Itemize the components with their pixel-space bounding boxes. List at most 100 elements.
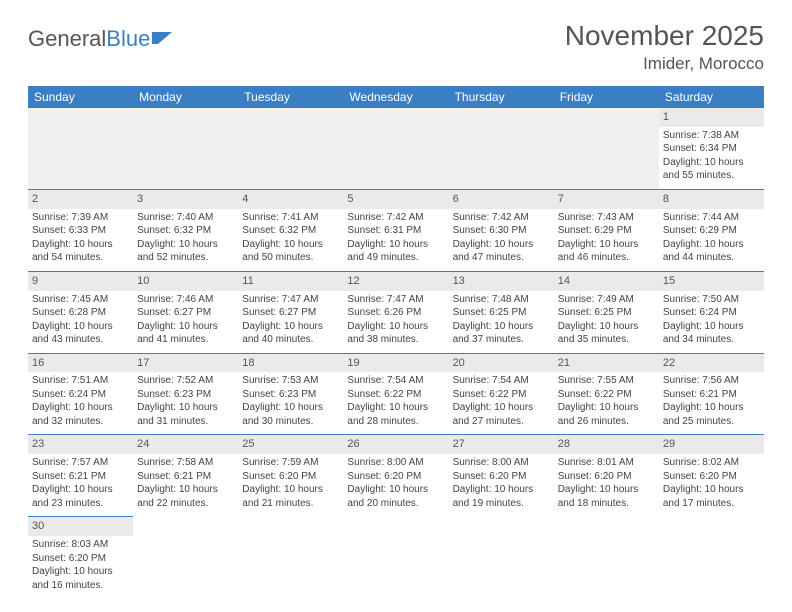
day-details: Sunrise: 7:38 AMSunset: 6:34 PMDaylight:… [663,129,760,183]
day-details: Sunrise: 7:42 AMSunset: 6:31 PMDaylight:… [347,211,444,265]
day-number: 26 [343,435,448,454]
day-header: Monday [133,86,238,108]
sunset-text: Sunset: 6:31 PM [347,224,444,238]
day-number: 13 [449,272,554,291]
day-number: 18 [238,354,343,373]
sunset-text: Sunset: 6:25 PM [558,306,655,320]
sunset-text: Sunset: 6:21 PM [32,470,129,484]
daylight-text: Daylight: 10 hours and 22 minutes. [137,483,234,510]
sunset-text: Sunset: 6:29 PM [663,224,760,238]
month-title: November 2025 [565,20,764,52]
sunrise-text: Sunrise: 7:59 AM [242,456,339,470]
sunrise-text: Sunrise: 7:40 AM [137,211,234,225]
sunrise-text: Sunrise: 7:52 AM [137,374,234,388]
daylight-text: Daylight: 10 hours and 31 minutes. [137,401,234,428]
day-number: 17 [133,354,238,373]
sunrise-text: Sunrise: 8:03 AM [32,538,129,552]
calendar-cell [449,517,554,598]
daylight-text: Daylight: 10 hours and 28 minutes. [347,401,444,428]
day-details: Sunrise: 7:47 AMSunset: 6:27 PMDaylight:… [242,293,339,347]
sunset-text: Sunset: 6:22 PM [453,388,550,402]
day-details: Sunrise: 7:42 AMSunset: 6:30 PMDaylight:… [453,211,550,265]
day-details: Sunrise: 7:55 AMSunset: 6:22 PMDaylight:… [558,374,655,428]
sunset-text: Sunset: 6:20 PM [347,470,444,484]
calendar-week: 16Sunrise: 7:51 AMSunset: 6:24 PMDayligh… [28,353,764,435]
location: Imider, Morocco [565,54,764,74]
sunset-text: Sunset: 6:20 PM [663,470,760,484]
sunrise-text: Sunrise: 7:56 AM [663,374,760,388]
calendar-cell: 23Sunrise: 7:57 AMSunset: 6:21 PMDayligh… [28,435,133,517]
calendar-cell: 22Sunrise: 7:56 AMSunset: 6:21 PMDayligh… [659,353,764,435]
sunrise-text: Sunrise: 8:01 AM [558,456,655,470]
calendar-cell: 26 Sunrise: 8:00 AMSunset: 6:20 PMDayligh… [343,435,448,517]
daylight-text: Daylight: 10 hours and 47 minutes. [453,238,550,265]
daylight-text: Daylight: 10 hours and 21 minutes. [242,483,339,510]
calendar-cell: 30Sunrise: 8:03 AMSunset: 6:20 PMDayligh… [28,517,133,598]
day-details: Sunrise: 7:48 AMSunset: 6:25 PMDaylight:… [453,293,550,347]
daylight-text: Daylight: 10 hours and 30 minutes. [242,401,339,428]
day-details: Sunrise: 7:53 AMSunset: 6:23 PMDaylight:… [242,374,339,428]
sunrise-text: Sunrise: 8:00 AM [347,456,444,470]
sunset-text: Sunset: 6:22 PM [558,388,655,402]
daylight-text: Daylight: 10 hours and 41 minutes. [137,320,234,347]
page-header: GeneralBlue November 2025 Imider, Morocc… [28,20,764,74]
day-number: 23 [28,435,133,454]
daylight-text: Daylight: 10 hours and 55 minutes. [663,156,760,183]
calendar-cell: 25Sunrise: 7:59 AMSunset: 6:20 PMDayligh… [238,435,343,517]
daylight-text: Daylight: 10 hours and 20 minutes. [347,483,444,510]
daylight-text: Daylight: 10 hours and 25 minutes. [663,401,760,428]
sunset-text: Sunset: 6:29 PM [558,224,655,238]
sunset-text: Sunset: 6:24 PM [32,388,129,402]
day-details: Sunrise: 7:50 AMSunset: 6:24 PMDaylight:… [663,293,760,347]
day-header: Friday [554,86,659,108]
sunset-text: Sunset: 6:20 PM [242,470,339,484]
day-number: 9 [28,272,133,291]
day-details: Sunrise: 7:43 AMSunset: 6:29 PMDaylight:… [558,211,655,265]
day-details: Sunrise: 7:52 AMSunset: 6:23 PMDaylight:… [137,374,234,428]
day-details: Sunrise: 7:45 AMSunset: 6:28 PMDaylight:… [32,293,129,347]
daylight-text: Daylight: 10 hours and 50 minutes. [242,238,339,265]
sunrise-text: Sunrise: 7:53 AM [242,374,339,388]
daylight-text: Daylight: 10 hours and 49 minutes. [347,238,444,265]
sunset-text: Sunset: 6:21 PM [137,470,234,484]
daylight-text: Daylight: 10 hours and 38 minutes. [347,320,444,347]
sunrise-text: Sunrise: 7:46 AM [137,293,234,307]
day-number: 20 [449,354,554,373]
calendar-week: 9 Sunrise: 7:45 AMSunset: 6:28 PMDaylight… [28,271,764,353]
sunrise-text: Sunrise: 7:54 AM [453,374,550,388]
calendar-cell: 29Sunrise: 8:02 AMSunset: 6:20 PMDayligh… [659,435,764,517]
sunset-text: Sunset: 6:23 PM [137,388,234,402]
calendar-cell: 28Sunrise: 8:01 AMSunset: 6:20 PMDayligh… [554,435,659,517]
calendar-cell: 13 Sunrise: 7:48 AMSunset: 6:25 PMDayligh… [449,271,554,353]
logo: GeneralBlue [28,26,174,52]
calendar-cell: 6Sunrise: 7:42 AMSunset: 6:30 PMDaylight… [449,189,554,271]
day-details: Sunrise: 8:01 AMSunset: 6:20 PMDaylight:… [558,456,655,510]
day-number: 3 [133,190,238,209]
daylight-text: Daylight: 10 hours and 35 minutes. [558,320,655,347]
sunset-text: Sunset: 6:20 PM [32,552,129,566]
sunrise-text: Sunrise: 7:47 AM [242,293,339,307]
calendar-cell [133,517,238,598]
sunset-text: Sunset: 6:27 PM [242,306,339,320]
daylight-text: Daylight: 10 hours and 17 minutes. [663,483,760,510]
title-block: November 2025 Imider, Morocco [565,20,764,74]
calendar-cell [449,108,554,189]
day-header: Saturday [659,86,764,108]
daylight-text: Daylight: 10 hours and 43 minutes. [32,320,129,347]
day-details: Sunrise: 8:00 AMSunset: 6:20 PMDaylight:… [453,456,550,510]
day-details: Sunrise: 7:58 AMSunset: 6:21 PMDaylight:… [137,456,234,510]
daylight-text: Daylight: 10 hours and 37 minutes. [453,320,550,347]
calendar-cell [133,108,238,189]
calendar-cell: 8Sunrise: 7:44 AMSunset: 6:29 PMDaylight… [659,189,764,271]
day-number: 14 [554,272,659,291]
day-number: 15 [659,272,764,291]
calendar-cell: 16Sunrise: 7:51 AMSunset: 6:24 PMDayligh… [28,353,133,435]
sunrise-text: Sunrise: 7:48 AM [453,293,550,307]
sunrise-text: Sunrise: 7:51 AM [32,374,129,388]
sunrise-text: Sunrise: 7:44 AM [663,211,760,225]
calendar-cell [28,108,133,189]
sunrise-text: Sunrise: 7:43 AM [558,211,655,225]
day-details: Sunrise: 7:39 AMSunset: 6:33 PMDaylight:… [32,211,129,265]
day-details: Sunrise: 7:56 AMSunset: 6:21 PMDaylight:… [663,374,760,428]
day-number: 10 [133,272,238,291]
